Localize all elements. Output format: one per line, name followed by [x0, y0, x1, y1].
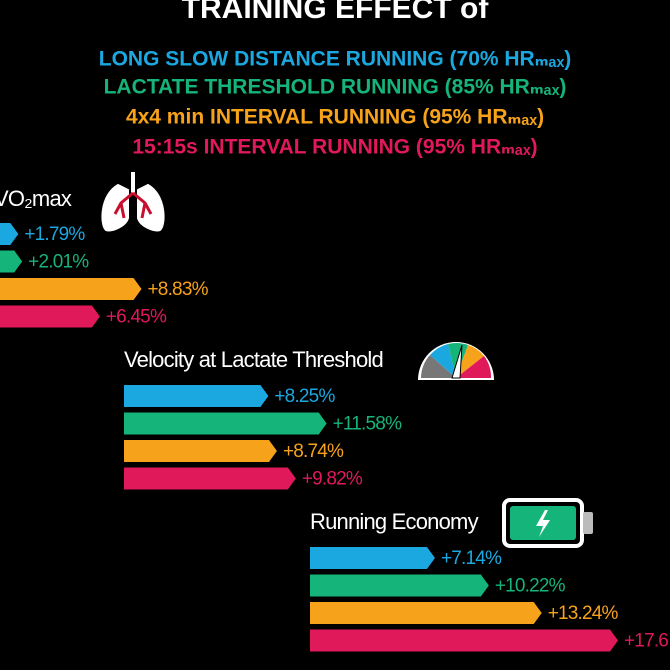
- value-label: +6.45%: [106, 307, 167, 328]
- bar: [310, 574, 489, 597]
- value-label: +13.24%: [548, 603, 619, 624]
- legend-entry: 4x4 min INTERVAL RUNNING (95% HRₘₐₓ): [126, 106, 544, 129]
- value-label: +10.22%: [495, 576, 566, 597]
- group-title: Velocity at Lactate Threshold: [124, 347, 383, 372]
- bar: [0, 278, 142, 300]
- bar: [124, 385, 269, 407]
- group-title: Running Economy: [310, 509, 479, 534]
- value-label: +7.14%: [441, 548, 502, 569]
- legend-entry: LONG SLOW DISTANCE RUNNING (70% HRₘₐₓ): [99, 48, 572, 71]
- value-label: +8.74%: [283, 441, 344, 462]
- value-label: +17.6: [624, 631, 668, 652]
- legend-entry: 15:15s INTERVAL RUNNING (95% HRₘₐₓ): [132, 136, 537, 159]
- value-label: +11.58%: [333, 414, 402, 435]
- group-title: VO₂max: [0, 186, 72, 211]
- bar: [0, 223, 19, 245]
- battery-icon: [502, 498, 593, 548]
- legend-entry: LACTATE THRESHOLD RUNNING (85% HRₘₐₓ): [104, 76, 567, 99]
- bar: [310, 629, 618, 652]
- value-label: +8.25%: [274, 386, 335, 407]
- value-label: +9.82%: [302, 469, 363, 490]
- bar: [124, 412, 327, 435]
- chart-title: TRAINING EFFECT of: [182, 0, 490, 25]
- value-label: +1.79%: [24, 224, 85, 245]
- bar: [124, 440, 277, 462]
- bar: [0, 250, 23, 273]
- value-label: +8.83%: [148, 279, 209, 300]
- bar: [124, 467, 296, 490]
- value-label: +2.01%: [28, 252, 89, 273]
- gauge-icon: [418, 342, 494, 380]
- bar: [0, 305, 100, 328]
- lungs-icon: [101, 172, 165, 232]
- bar: [310, 602, 542, 624]
- bar: [310, 547, 435, 569]
